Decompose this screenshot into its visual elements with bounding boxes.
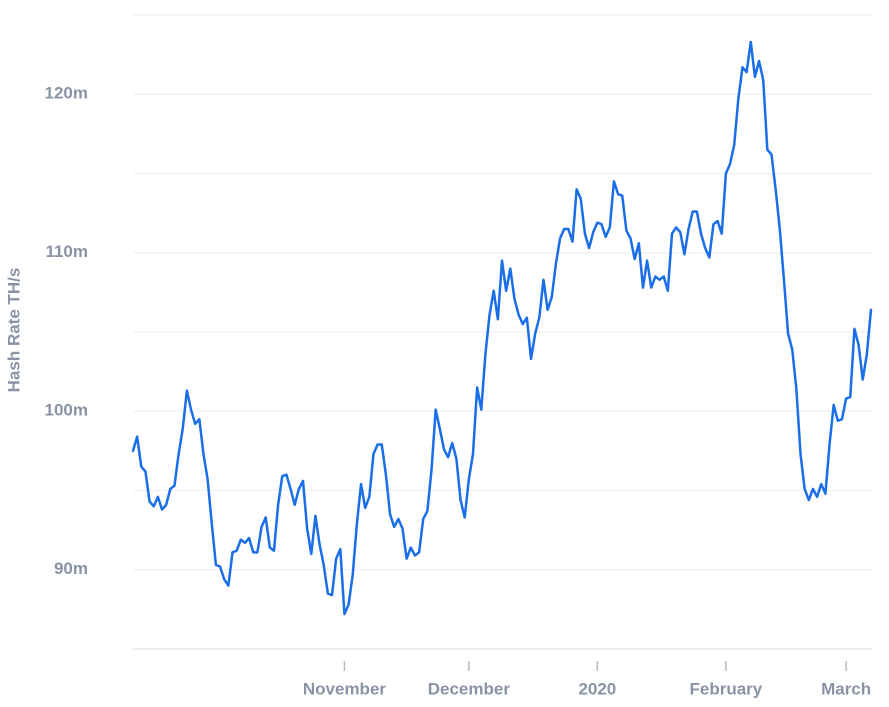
- y-tick-label: 120m: [45, 84, 88, 103]
- x-tick-label: November: [303, 679, 387, 698]
- y-axis-title: Hash Rate TH/s: [4, 268, 23, 393]
- x-tick-label: March: [821, 679, 871, 698]
- y-tick-label: 90m: [54, 559, 88, 578]
- x-tick-label: February: [690, 679, 763, 698]
- line-series: [131, 40, 873, 616]
- y-tick-label: 110m: [45, 242, 88, 261]
- x-tick-label: 2020: [578, 679, 616, 698]
- x-tick-label: December: [428, 679, 511, 698]
- y-tick-label: 100m: [45, 401, 88, 420]
